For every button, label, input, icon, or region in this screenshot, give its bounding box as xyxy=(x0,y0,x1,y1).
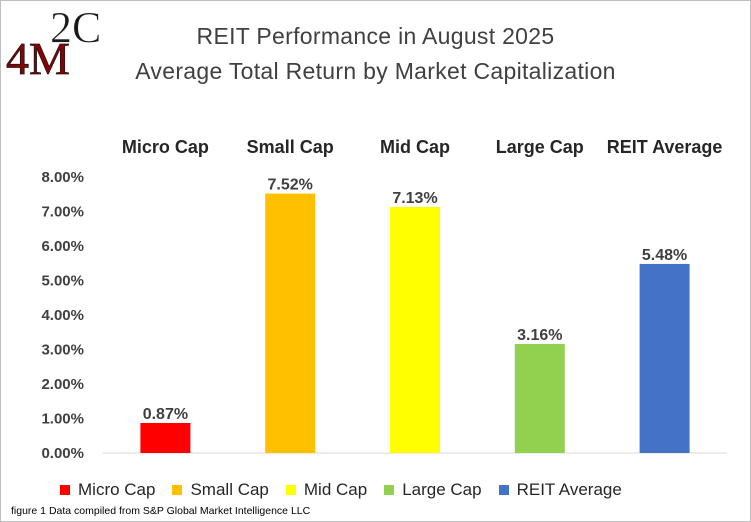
data-label: 7.13% xyxy=(392,190,437,207)
legend-label: Micro Cap xyxy=(78,480,156,499)
chart-subtitle: Average Total Return by Market Capitaliz… xyxy=(135,58,616,84)
legend-swatch xyxy=(285,485,296,495)
y-tick-label: 8.00% xyxy=(41,169,84,186)
category-label: Micro Cap xyxy=(122,137,209,157)
y-tick-label: 1.00% xyxy=(41,411,84,428)
legend-item: Micro Cap xyxy=(60,480,155,500)
y-tick-label: 5.00% xyxy=(41,273,84,290)
legend-label: Large Cap xyxy=(402,480,482,499)
y-tick-label: 0.00% xyxy=(41,445,84,462)
logo-text-top: 2C xyxy=(50,3,101,52)
legend-item: Mid Cap xyxy=(285,480,368,500)
legend-swatch xyxy=(60,485,70,495)
category-label: Mid Cap xyxy=(380,137,450,157)
data-label: 3.16% xyxy=(517,327,562,344)
footnote: figure 1 Data compiled from S&P Global M… xyxy=(11,505,311,517)
legend-swatch xyxy=(172,485,183,495)
legend-swatch xyxy=(498,485,509,495)
legend-item: Large Cap xyxy=(384,480,482,500)
chart-title: REIT Performance in August 2025 xyxy=(196,23,555,49)
category-label: Large Cap xyxy=(496,137,584,157)
data-label: 7.52% xyxy=(268,177,313,194)
bar xyxy=(140,422,191,453)
bar xyxy=(390,207,440,453)
y-tick-label: 4.00% xyxy=(41,307,84,324)
y-tick-label: 3.00% xyxy=(41,342,84,359)
category-label: Small Cap xyxy=(247,137,334,157)
legend-label: Mid Cap xyxy=(303,480,368,499)
legend: Micro Cap Small Cap Mid Cap Large Cap REIT A… xyxy=(60,480,639,500)
bar xyxy=(514,343,565,453)
logo: 2C 4M xyxy=(6,3,102,78)
legend-item: Small Cap xyxy=(172,480,269,500)
bar xyxy=(265,193,316,453)
logo-text-bottom: 4M xyxy=(6,33,70,78)
category-label: REIT Average xyxy=(607,137,723,157)
legend-label: REIT Average xyxy=(516,480,622,499)
data-label: 0.87% xyxy=(143,406,188,423)
data-label: 5.48% xyxy=(642,247,687,264)
legend-swatch xyxy=(384,485,395,495)
legend-label: Small Cap xyxy=(190,480,269,499)
y-tick-label: 2.00% xyxy=(41,376,84,393)
y-tick-label: 6.00% xyxy=(41,238,84,255)
legend-item: REIT Average xyxy=(498,480,622,500)
y-tick-label: 7.00% xyxy=(41,204,84,221)
bar xyxy=(639,263,690,453)
